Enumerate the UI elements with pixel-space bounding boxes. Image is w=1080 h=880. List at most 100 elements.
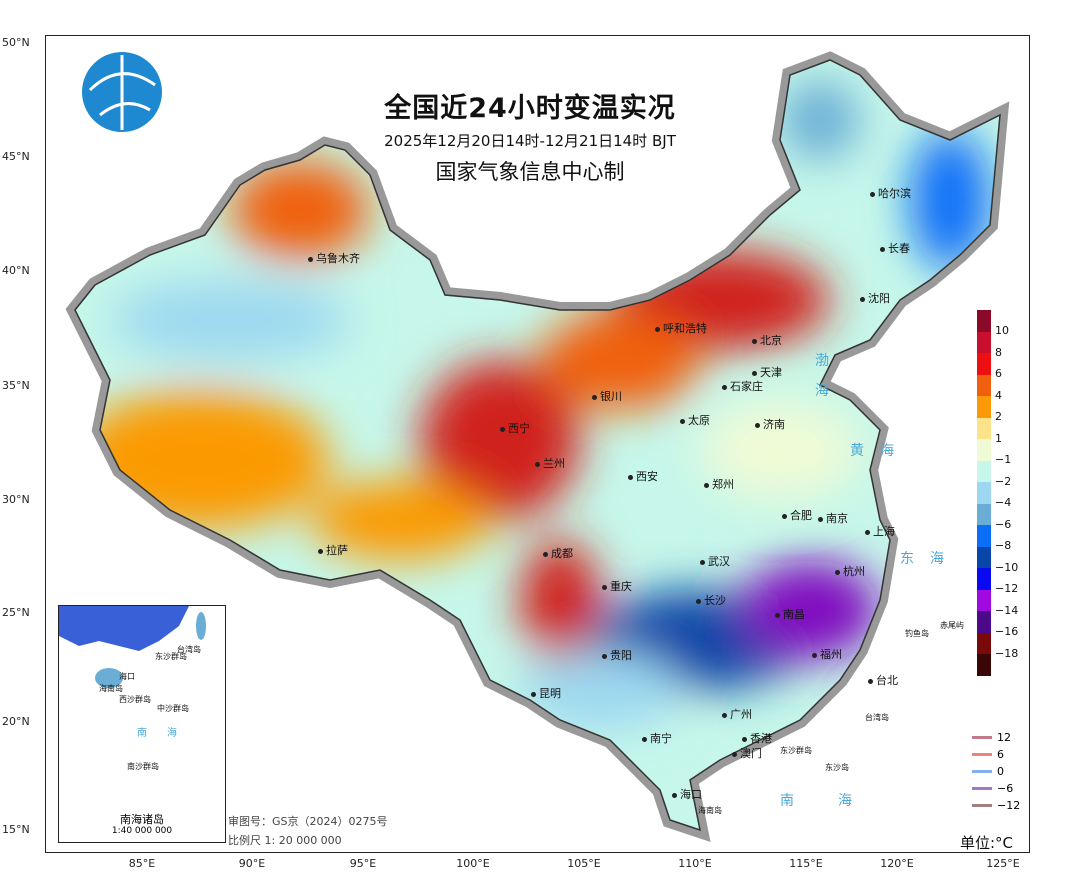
city-label: 郑州 (704, 476, 734, 492)
legend-swatch (977, 439, 991, 461)
legend-tick-label: −6 (995, 517, 1012, 531)
logo (82, 52, 162, 132)
inset-label: 东沙群岛 (155, 652, 187, 661)
legend-tick-label: −1 (995, 453, 1012, 466)
inset-map (59, 606, 206, 688)
sea-label: 海 (880, 443, 894, 459)
legend-swatch (977, 417, 991, 439)
city-label: 乌鲁木齐 (308, 250, 360, 266)
city-label: 呼和浩特 (655, 320, 707, 336)
city-label: 武汉 (700, 553, 730, 569)
unit-label: 单位:°C (960, 834, 1014, 852)
sea-label: 海 (930, 551, 944, 567)
line-legend-label: −6 (997, 782, 1014, 795)
inset-label: 西沙群岛 (119, 695, 151, 704)
island-label: 赤尾屿 (940, 621, 964, 630)
city-label: 台北 (868, 672, 898, 688)
city-label: 石家庄 (722, 378, 763, 394)
south-china-sea-inset: 海口 海南岛 台湾岛 东沙群岛 西沙群岛 中沙群岛 南 海 南沙群岛 南海诸岛 … (58, 605, 226, 843)
island-label: 东沙岛 (825, 763, 849, 772)
city-label: 兰州 (535, 455, 565, 471)
longitude-label: 100°E (456, 857, 490, 870)
line-swatch (972, 770, 992, 773)
city-label: 澳门 (732, 745, 762, 761)
line-legend-item: −12 (972, 797, 1020, 814)
longitude-label: 85°E (128, 857, 156, 870)
sea-label: 海 (815, 383, 829, 399)
line-legend-item: 6 (972, 746, 1020, 763)
longitude-label: 90°E (238, 857, 266, 870)
city-label: 太原 (680, 412, 710, 428)
latitude-label: 40°N (2, 264, 30, 277)
legend-tick-label: 1 (995, 431, 1002, 445)
island-label: 海南岛 (698, 806, 722, 815)
latitude-label: 45°N (2, 150, 30, 163)
city-label: 西宁 (500, 420, 530, 436)
legend-swatch (977, 374, 991, 396)
line-legend-label: 12 (997, 731, 1011, 744)
city-label: 西安 (628, 468, 658, 484)
legend-tick-label: −2 (995, 474, 1012, 488)
inset-sea-label: 海 (167, 728, 177, 739)
legend-swatch (977, 396, 991, 418)
contour-line-legend: 12 6 0 −6 −12 (972, 729, 1020, 814)
latitude-label: 20°N (2, 715, 30, 728)
sea-label: 黄 (850, 443, 864, 459)
latitude-label: 25°N (2, 606, 30, 619)
city-label: 拉萨 (318, 542, 348, 558)
latitude-label: 35°N (2, 379, 30, 392)
city-label: 银川 (592, 388, 622, 404)
city-label: 南宁 (642, 730, 672, 746)
inset-label: 中沙群岛 (157, 704, 189, 713)
inset-label: 海口 (119, 672, 135, 681)
sea-label: 南 (780, 793, 794, 809)
map-subtitle: 2025年12月20日14时-12月21日14时 BJT (384, 132, 676, 150)
line-legend-label: 6 (997, 748, 1004, 761)
line-legend-item: 12 (972, 729, 1020, 746)
line-legend-label: −12 (997, 799, 1021, 812)
island-label: 台湾岛 (865, 713, 889, 722)
legend-tick-label: 8 (995, 345, 1002, 359)
line-legend-label: 0 (997, 765, 1004, 778)
legend-swatch (977, 331, 991, 353)
island-label: 钓鱼岛 (905, 629, 929, 638)
map-title: 全国近24小时变温实况 (384, 93, 676, 124)
legend-swatch (977, 546, 991, 568)
city-label: 天津 (752, 364, 782, 380)
city-label: 海口 (672, 786, 702, 802)
city-label: 广州 (722, 706, 752, 722)
city-label: 杭州 (835, 563, 865, 579)
line-legend-item: −6 (972, 780, 1020, 797)
legend-tick-label: 4 (995, 388, 1002, 402)
city-label: 上海 (865, 523, 895, 539)
sea-label: 渤 (815, 353, 829, 369)
city-label: 沈阳 (860, 290, 890, 306)
city-label: 成都 (543, 545, 573, 561)
legend-tick-label: −8 (995, 539, 1012, 552)
line-swatch (972, 736, 992, 739)
line-legend-item: 0 (972, 763, 1020, 780)
city-label: 昆明 (531, 685, 561, 701)
city-label: 济南 (755, 416, 785, 432)
city-label: 南京 (818, 510, 848, 526)
island-label: 东沙群岛 (780, 746, 812, 755)
map-producer: 国家气象信息中心制 (435, 160, 625, 184)
inset-title: 南海诸岛 (120, 813, 164, 826)
inset-sea-label: 南 (137, 728, 147, 739)
legend-swatch (977, 503, 991, 525)
legend-swatch (977, 632, 991, 654)
legend-tick-label: −4 (995, 496, 1012, 509)
latitude-label: 50°N (2, 36, 30, 49)
legend-swatch (977, 589, 991, 611)
map-scale: 比例尺 1: 20 000 000 (228, 834, 342, 847)
longitude-label: 95°E (349, 857, 377, 870)
line-swatch (972, 753, 992, 756)
legend-swatch (977, 460, 991, 482)
longitude-label: 120°E (880, 857, 914, 870)
map-frame (45, 35, 1030, 853)
city-label: 长沙 (696, 592, 726, 608)
inset-label: 南沙群岛 (127, 762, 159, 771)
city-label: 贵阳 (602, 647, 632, 663)
